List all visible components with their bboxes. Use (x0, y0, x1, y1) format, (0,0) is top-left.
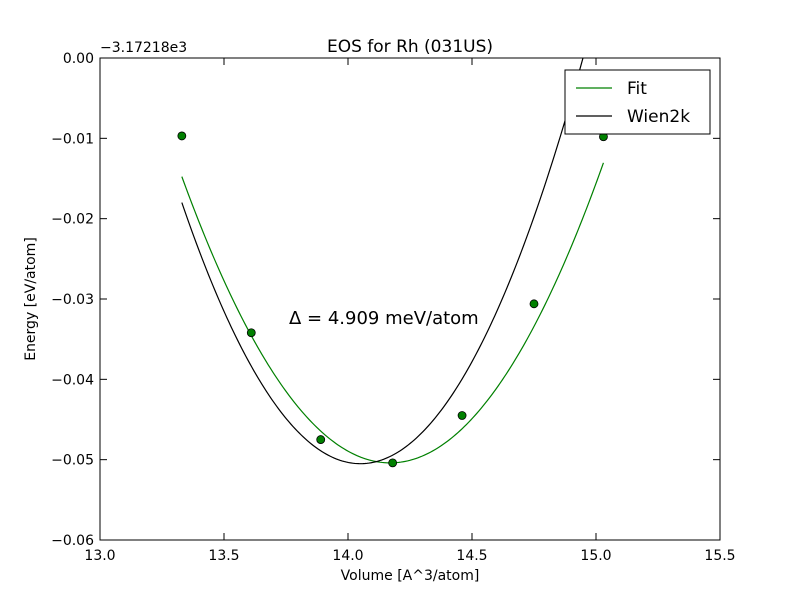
series-line-wien2k (181, 58, 584, 465)
y-tick-label: −0.05 (51, 453, 94, 469)
y-axis-label: Energy [eV/atom] (23, 237, 39, 361)
y-tick-label: 0.00 (63, 51, 94, 67)
tick-layer: 13.0 13.5 14.0 14.5 15.0 15.5 0.00 −0.01 −0.02 −0… (51, 51, 735, 564)
delta-annotation: Δ = 4.909 meV/atom (289, 308, 479, 329)
x-tick-label: 15.0 (580, 548, 611, 564)
y-tick-label: −0.04 (51, 372, 94, 388)
y-tick-label: −0.01 (51, 131, 94, 147)
data-point-2 (246, 328, 256, 338)
marker-layer (177, 131, 608, 468)
data-point-3 (316, 435, 326, 444)
x-axis-label: Volume [A^3/atom] (341, 568, 480, 584)
y-tick-label: −0.06 (51, 533, 94, 549)
data-point-6 (529, 299, 539, 309)
legend-label-wien2k: Wien2k (627, 107, 690, 127)
x-tick-label: 13.0 (84, 548, 115, 564)
y-tick-label: −0.03 (51, 292, 94, 308)
legend: Fit Wien2k (564, 69, 711, 135)
legend-box (564, 69, 711, 135)
y-offset-label: −3.17218e3 (100, 40, 187, 56)
data-point-4 (388, 458, 398, 468)
data-point-1 (177, 131, 187, 141)
x-tick-label: 13.5 (208, 548, 239, 564)
x-tick-label: 14.5 (456, 548, 487, 564)
x-tick-label: 14.0 (332, 548, 363, 564)
x-tick-label: 15.5 (704, 548, 735, 564)
curve-layer (181, 58, 605, 465)
data-point-5 (457, 411, 467, 420)
chart-title: EOS for Rh (031US) (327, 37, 493, 57)
y-tick-label: −0.02 (51, 212, 94, 228)
legend-label-fit: Fit (627, 79, 647, 99)
